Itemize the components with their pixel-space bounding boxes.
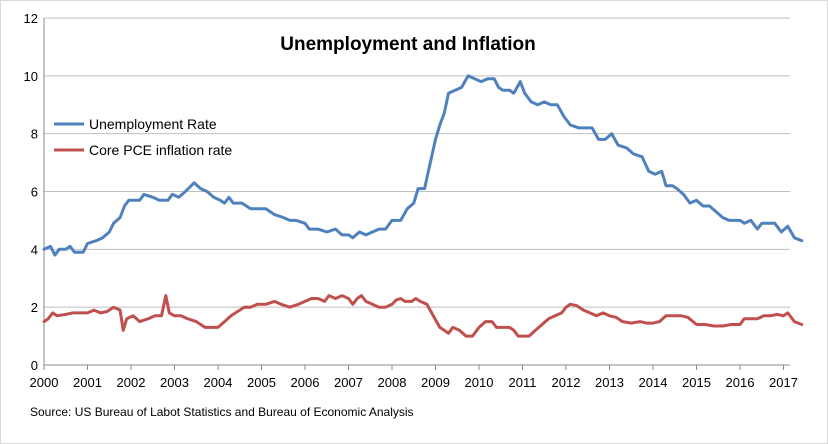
x-tick-label: 2002	[117, 375, 146, 390]
legend-label-core-pce: Core PCE inflation rate	[89, 142, 232, 158]
x-tick-label: 2009	[421, 375, 450, 390]
y-tick-label: 0	[31, 358, 38, 373]
x-tick-label: 2000	[30, 375, 59, 390]
x-axis-ticks: 2000 2001 2002 2003 2004 2005 2006 2007 2008 2009…	[30, 365, 798, 390]
y-tick-label: 10	[24, 69, 38, 84]
legend-label-unemployment: Unemployment Rate	[89, 116, 217, 132]
x-tick-label: 2012	[552, 375, 581, 390]
x-tick-label: 2011	[509, 375, 537, 390]
y-tick-label: 4	[31, 242, 38, 257]
x-tick-label: 2013	[595, 375, 624, 390]
y-axis-ticks: 0 2 4 6 8 10 12	[24, 11, 38, 373]
x-tick-label: 2006	[291, 375, 320, 390]
source-note: Source: US Bureau of Labot Statistics an…	[30, 405, 414, 419]
chart-title: Unemployment and Inflation	[280, 34, 535, 55]
x-tick-label: 2004	[204, 375, 233, 390]
x-tick-label: 2008	[378, 375, 407, 390]
x-tick-label: 2005	[247, 375, 276, 390]
series-lines	[42, 74, 804, 338]
x-tick-label: 2015	[682, 375, 711, 390]
x-tick-label: 2014	[639, 375, 668, 390]
series-line-unemployment	[42, 74, 804, 257]
y-tick-label: 6	[31, 185, 38, 200]
x-tick-label: 2010	[465, 375, 494, 390]
x-tick-label: 2001	[73, 375, 102, 390]
x-tick-label: 2016	[726, 375, 755, 390]
x-tick-label: 2017	[769, 375, 798, 390]
y-tick-label: 2	[31, 300, 38, 315]
x-tick-label: 2007	[334, 375, 363, 390]
series-line-core-pce	[42, 294, 804, 338]
x-tick-label: 2003	[160, 375, 189, 390]
y-tick-label: 12	[24, 11, 38, 26]
y-tick-label: 8	[31, 127, 38, 142]
legend: Unemployment Rate Core PCE inflation rat…	[54, 116, 232, 158]
